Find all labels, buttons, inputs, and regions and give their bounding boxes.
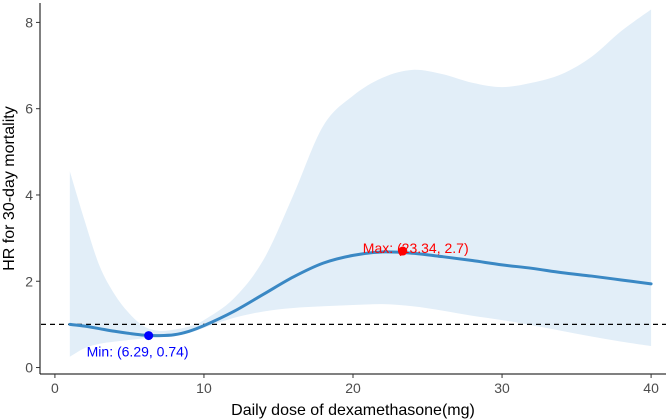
y-tick-label: 6: [25, 101, 33, 117]
y-tick-label: 4: [25, 187, 33, 203]
x-tick-label: 40: [643, 380, 659, 396]
y-tick-label: 0: [25, 360, 33, 376]
y-tick-label: 8: [25, 14, 33, 30]
x-axis-ticks: 0 10 20 30 40: [51, 374, 659, 396]
hr-curve: [68, 250, 653, 338]
max-point: [398, 246, 408, 256]
x-tick-label: 30: [494, 380, 510, 396]
axes: 0 10 20 30 40 0 2 4 6 8: [25, 3, 666, 396]
x-tick-label: 10: [196, 380, 212, 396]
y-tick-label: 2: [25, 273, 33, 289]
x-tick-label: 20: [345, 380, 361, 396]
confidence-band: [69, 9, 652, 357]
min-annotation: Min: (6.29, 0.74): [87, 344, 189, 360]
plot-area: Max: (23.34, 2.7) Min: (6.29, 0.74): [41, 9, 666, 360]
y-axis-title: HR for 30-day mortality: [1, 106, 18, 271]
y-axis-ticks: 0 2 4 6 8: [25, 14, 40, 376]
max-annotation: Max: (23.34, 2.7): [363, 240, 469, 256]
x-tick-label: 0: [51, 380, 59, 396]
x-axis-title: Daily dose of dexamethasone(mg): [231, 402, 475, 419]
min-point: [144, 331, 154, 341]
